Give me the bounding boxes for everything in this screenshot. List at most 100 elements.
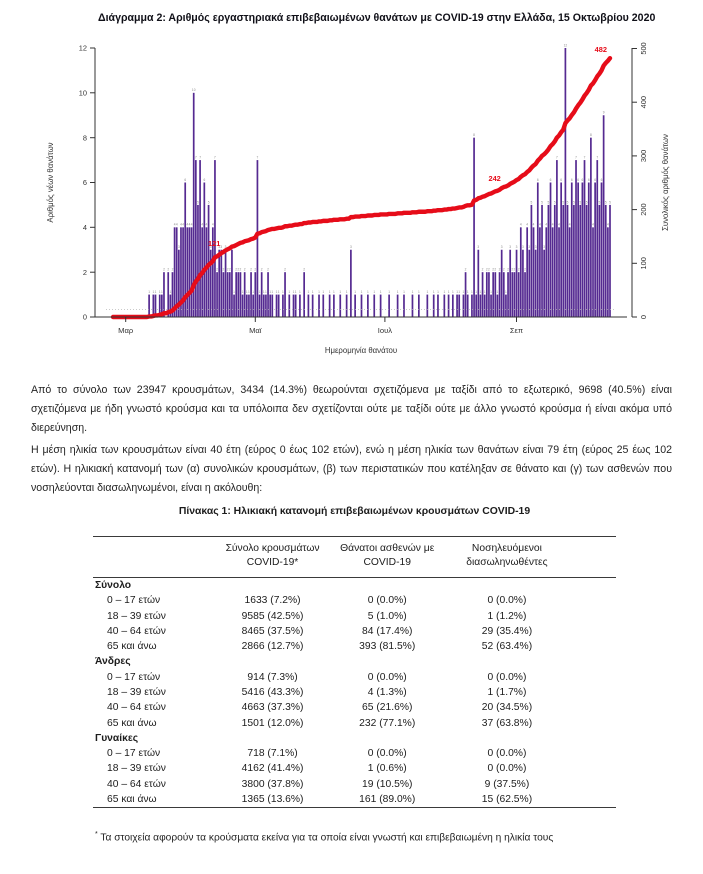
bar-value-label: 6 [560, 178, 562, 182]
daily-deaths-bar [585, 204, 588, 317]
daily-deaths-bar [568, 227, 571, 317]
daily-deaths-bar [551, 227, 554, 317]
bar-value-label: 2 [227, 268, 229, 272]
bar-value-label: 4 [180, 223, 182, 227]
daily-deaths-bar [184, 182, 187, 317]
daily-deaths-bar [530, 204, 533, 317]
bar-value-label: 2 [511, 268, 513, 272]
daily-deaths-bar [284, 272, 286, 317]
bar-value-label: 4 [206, 223, 208, 227]
daily-deaths-bar [350, 249, 352, 317]
bar-value-label: 1 [471, 290, 473, 294]
right-axis-tick-label: 300 [639, 150, 648, 162]
bar-value-label: 1 [308, 290, 310, 294]
bar-value-label: 1 [169, 290, 171, 294]
bar-value-label: 4 [526, 223, 528, 227]
daily-deaths-bar [339, 294, 342, 317]
daily-deaths-bar [239, 272, 242, 317]
bar-value-label: 5 [531, 200, 533, 204]
daily-deaths-bar [311, 294, 314, 317]
bar-value-label: 2 [229, 268, 231, 272]
bar-value-label: 8 [473, 133, 475, 137]
daily-deaths-bar [458, 294, 461, 317]
daily-deaths-bar [534, 249, 537, 317]
daily-deaths-bar [252, 294, 255, 317]
bar-value-label: 2 [284, 268, 286, 272]
daily-deaths-bar [471, 294, 473, 317]
bar-value-label: 7 [257, 155, 259, 159]
table-header: Σύνολο κρουσμάτων COVID-19* Θάνατοι ασθεν… [93, 536, 616, 578]
daily-deaths-bar [277, 294, 280, 317]
daily-deaths-bar [258, 294, 261, 317]
bar-value-label: 1 [152, 290, 154, 294]
daily-deaths-bar [243, 272, 246, 317]
bar-value-label: 5 [579, 200, 581, 204]
age-distribution-table: Σύνολο κρουσμάτων COVID-19* Θάνατοι ασθεν… [93, 536, 616, 809]
bar-value-label: 3 [543, 245, 545, 249]
daily-deaths-bar [224, 249, 227, 317]
daily-deaths-bar [190, 227, 193, 317]
bar-value-label: 1 [418, 290, 420, 294]
bar-value-label: 5 [586, 200, 588, 204]
bar-value-label: 4 [592, 223, 594, 227]
bar-value-label: 6 [577, 178, 579, 182]
x-axis-title: Ημερομηνία θανάτου [325, 346, 397, 355]
table-column-header: Νοσηλευόμενοι διασωληνωθέντες [466, 543, 548, 569]
daily-deaths-bar [373, 294, 376, 317]
daily-deaths-bar [250, 272, 252, 317]
bar-value-label: 1 [412, 290, 414, 294]
daily-deaths-bar [443, 294, 446, 317]
bar-value-label: 6 [581, 178, 583, 182]
bar-value-label: 1 [484, 290, 486, 294]
daily-deaths-bar [235, 272, 238, 317]
bar-value-label: 6 [588, 178, 590, 182]
daily-deaths-bar [509, 249, 512, 317]
daily-deaths-bar [173, 227, 176, 317]
bar-value-label: 2 [240, 268, 242, 272]
daily-deaths-bar [541, 204, 543, 317]
daily-deaths-bar [553, 204, 556, 317]
bar-value-label: 2 [507, 268, 509, 272]
bar-value-label: 1 [480, 290, 482, 294]
x-axis-tick-label: Μαρ [118, 326, 134, 335]
bar-value-label: 1 [397, 290, 399, 294]
table-row: 40 – 64 ετών 3800 (37.8%) 19 (10.5%) 9 (37.… [107, 778, 530, 790]
daily-deaths-bar [199, 160, 201, 317]
daily-deaths-bar [473, 137, 475, 317]
daily-deaths-bar [494, 272, 497, 317]
bar-value-label: 2 [261, 268, 263, 272]
bar-value-label: 5 [598, 200, 600, 204]
bar-value-label: 1 [490, 290, 492, 294]
bar-value-label: 2 [303, 268, 305, 272]
bar-value-label: 4 [533, 223, 535, 227]
right-axis-tick-label: 500 [639, 42, 648, 54]
x-axis-tick-label: Ιουλ [378, 326, 392, 335]
daily-deaths-bar [220, 249, 223, 317]
daily-deaths-bar [163, 272, 165, 317]
bar-value-label: 1 [282, 290, 284, 294]
bar-value-label: 1 [299, 290, 301, 294]
bar-value-label: 6 [571, 178, 573, 182]
bar-value-label: 6 [184, 178, 186, 182]
daily-deaths-bar [403, 294, 405, 317]
bar-value-label: 2 [524, 268, 526, 272]
bar-value-label: 3 [210, 245, 212, 249]
table-column-header [572, 537, 616, 578]
bar-value-label: 5 [554, 200, 556, 204]
daily-deaths-bar [256, 160, 259, 317]
daily-deaths-bar [505, 294, 507, 317]
bar-value-label: 3 [535, 245, 537, 249]
daily-deaths-bar [547, 204, 550, 317]
bar-value-label: 3 [218, 245, 220, 249]
table-row: 18 – 39 ετών 5416 (43.3%) 4 (1.3%) 1 (1.7%) [107, 686, 527, 698]
table-section-row: Άνδρες [95, 656, 131, 668]
daily-deaths-bar [500, 249, 503, 317]
daily-deaths-bar [581, 182, 584, 317]
daily-deaths-bar [596, 160, 599, 317]
bar-value-label: 4 [186, 223, 188, 227]
daily-deaths-bar [271, 294, 274, 317]
daily-deaths-bar [180, 227, 182, 317]
bar-value-label: 1 [380, 290, 382, 294]
bar-value-label: 2 [465, 268, 467, 272]
